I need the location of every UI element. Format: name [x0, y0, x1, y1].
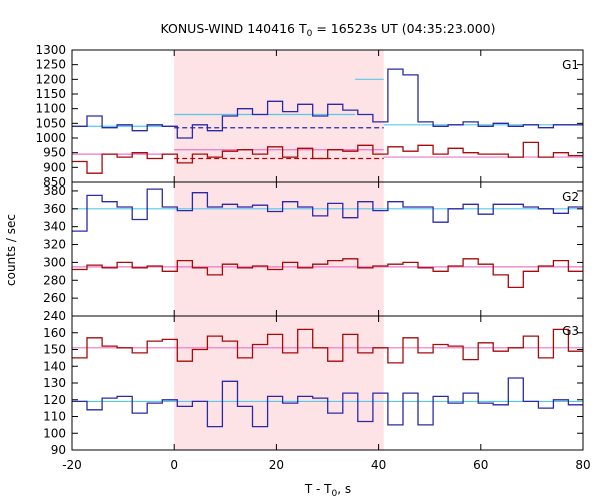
g3-series-blue — [72, 377, 583, 428]
g3-ytick-label: 160 — [43, 326, 66, 340]
x-tick-label: -20 — [62, 458, 82, 472]
plot-layer: 8509009501000105011001150120012501300G12… — [35, 43, 590, 472]
g3-panel-label: G3 — [562, 324, 579, 338]
g1-ytick-label: 1100 — [35, 102, 66, 116]
g1-ytick-label: 1050 — [35, 116, 66, 130]
g3-ytick-label: 150 — [43, 343, 66, 357]
g1-series-red — [72, 141, 583, 174]
g1-ytick-label: 1000 — [35, 131, 66, 145]
chart-title: KONUS-WIND 140416 T0 = 16523s UT (04:35:… — [160, 21, 495, 39]
y-axis-label: counts / sec — [4, 214, 18, 286]
x-tick-label: 20 — [269, 458, 284, 472]
g2-panel-label: G2 — [562, 190, 579, 204]
g3-series-red — [72, 328, 583, 364]
g2-ytick-label: 280 — [43, 273, 66, 287]
g1-series-blue — [72, 68, 583, 139]
g2-ytick-label: 300 — [43, 255, 66, 269]
g1-ytick-label: 1150 — [35, 87, 66, 101]
g1-ytick-label: 1200 — [35, 72, 66, 86]
g2-series-blue — [72, 188, 583, 232]
g1-ytick-label: 950 — [43, 146, 66, 160]
g2-ytick-label: 240 — [43, 309, 66, 323]
g1-ytick-label: 900 — [43, 160, 66, 174]
shaded-interval — [174, 50, 384, 450]
g2-ytick-label: 360 — [43, 202, 66, 216]
g2-ytick-label: 320 — [43, 238, 66, 252]
g3-ytick-label: 130 — [43, 376, 66, 390]
g2-ytick-label: 340 — [43, 220, 66, 234]
g2-series-red — [72, 258, 583, 289]
g1-panel-label: G1 — [562, 58, 579, 72]
x-tick-label: 40 — [371, 458, 386, 472]
x-tick-label: 0 — [170, 458, 178, 472]
g3-ytick-label: 120 — [43, 393, 66, 407]
x-axis-label: T - T0, s — [304, 482, 351, 499]
g3-ytick-label: 100 — [43, 426, 66, 440]
g3-ytick-label: 140 — [43, 359, 66, 373]
x-tick-label: 80 — [575, 458, 590, 472]
g2-ytick-label: 380 — [43, 184, 66, 198]
g1-ytick-label: 850 — [43, 175, 66, 189]
g1-ytick-label: 1300 — [35, 43, 66, 57]
g3-ytick-label: 90 — [51, 443, 66, 457]
x-tick-label: 60 — [473, 458, 488, 472]
g1-ytick-label: 1250 — [35, 58, 66, 72]
g2-ytick-label: 260 — [43, 291, 66, 305]
g3-ytick-label: 110 — [43, 410, 66, 424]
